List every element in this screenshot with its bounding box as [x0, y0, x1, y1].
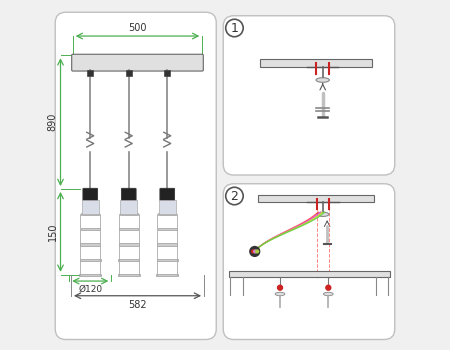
Bar — [120, 200, 137, 214]
Bar — [164, 70, 170, 76]
FancyBboxPatch shape — [72, 54, 203, 71]
Bar — [156, 274, 179, 276]
FancyBboxPatch shape — [223, 184, 395, 340]
Bar — [82, 200, 99, 214]
Bar — [229, 271, 390, 277]
Bar — [119, 244, 139, 246]
Bar — [81, 213, 99, 215]
Circle shape — [256, 250, 259, 253]
Bar — [80, 244, 100, 246]
Ellipse shape — [317, 212, 329, 216]
Bar — [157, 244, 177, 246]
Circle shape — [326, 285, 331, 290]
Circle shape — [278, 285, 283, 290]
Text: 500: 500 — [128, 23, 147, 33]
Bar — [158, 213, 176, 215]
Bar — [81, 228, 100, 230]
FancyBboxPatch shape — [83, 188, 98, 201]
Ellipse shape — [316, 78, 329, 82]
Ellipse shape — [324, 292, 333, 296]
Bar — [260, 59, 372, 67]
Bar — [158, 228, 177, 230]
Text: 1: 1 — [230, 21, 238, 35]
Bar — [80, 259, 101, 261]
Ellipse shape — [275, 292, 285, 296]
Bar — [126, 70, 131, 76]
Bar — [159, 200, 176, 214]
Circle shape — [250, 246, 260, 256]
Text: Ø120: Ø120 — [78, 285, 102, 294]
Bar — [117, 274, 140, 276]
Text: 150: 150 — [48, 223, 58, 241]
Circle shape — [252, 250, 254, 253]
Bar — [157, 259, 178, 261]
Text: 582: 582 — [128, 300, 147, 310]
Bar — [79, 274, 101, 276]
Circle shape — [226, 19, 243, 37]
Bar — [120, 213, 138, 215]
Bar — [258, 195, 374, 202]
Bar — [119, 228, 139, 230]
FancyBboxPatch shape — [55, 12, 216, 340]
Text: 2: 2 — [230, 189, 238, 203]
FancyBboxPatch shape — [122, 188, 136, 201]
Bar — [118, 259, 140, 261]
FancyBboxPatch shape — [160, 188, 175, 201]
FancyBboxPatch shape — [223, 16, 395, 175]
Circle shape — [254, 250, 256, 253]
Text: 890: 890 — [48, 113, 58, 131]
Circle shape — [226, 187, 243, 205]
Bar — [87, 70, 93, 76]
